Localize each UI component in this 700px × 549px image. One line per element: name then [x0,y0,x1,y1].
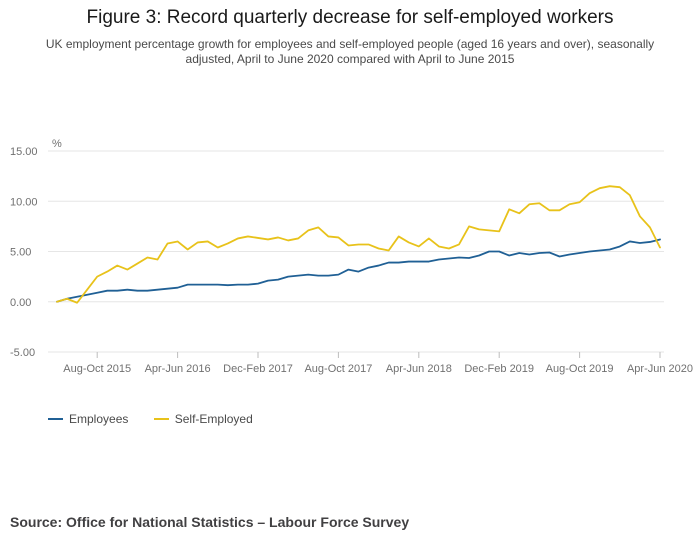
legend-swatch-self-employed [153,418,169,420]
line-chart: 15.00 10.00 5.00 0.00 -5.00% Aug-Oct 2015 Apr-… [10,138,693,375]
x-tick-label: Apr-Jun 2016 [145,363,211,375]
x-tick-label: Apr-Jun 2020 [627,363,693,375]
chart-title: Figure 3: Record quarterly decrease for … [86,7,614,28]
legend: Employees Self-Employed [48,409,275,426]
x-tick-label: Aug-Oct 2019 [546,363,614,375]
y-tick-label: 5.00 [10,247,31,259]
y-unit-label: % [52,138,62,150]
self-employed-line [56,185,661,304]
source-note: Source: Office for National Statistics –… [10,514,410,530]
legend-item-self-employed[interactable]: Self-Employed [153,412,253,426]
axis-layer: 15.00 10.00 5.00 0.00 -5.00% Aug-Oct 2015 Apr-… [10,138,693,375]
y-tick-label: -5.00 [10,347,35,359]
x-tick-label: Aug-Oct 2015 [63,363,131,375]
x-tick-label: Dec-Feb 2019 [464,363,534,375]
employees-line [56,238,661,303]
y-tick-label: 10.00 [10,196,38,208]
legend-label-self-employed: Self-Employed [174,412,253,426]
x-tick-label: Aug-Oct 2017 [304,363,372,375]
y-tick-label: 15.00 [10,146,38,158]
legend-swatch-employees [48,418,63,420]
legend-item-employees[interactable]: Employees [48,412,128,426]
series-layer [56,185,661,304]
y-tick-label: 0.00 [10,297,31,309]
grid-layer [48,150,664,353]
legend-label-employees: Employees [69,412,129,426]
x-tick-label: Dec-Feb 2017 [223,363,293,375]
x-tick-label: Apr-Jun 2018 [386,363,452,375]
chart-subtitle: UK employment percentage growth for empl… [45,37,655,66]
